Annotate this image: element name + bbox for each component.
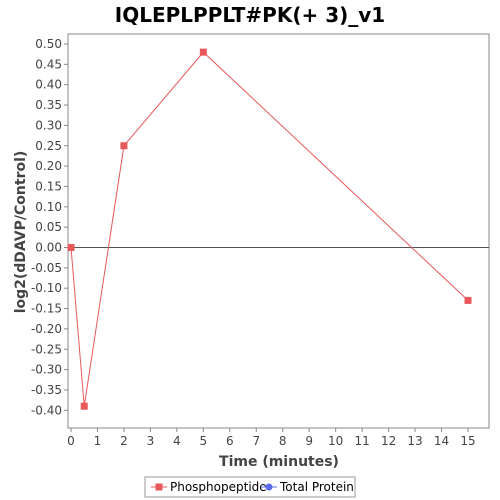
data-point: [199, 48, 207, 56]
x-tick-label: 10: [328, 434, 343, 448]
data-point: [67, 244, 75, 251]
legend-marker-square: [155, 483, 163, 491]
y-tick-label: 0.50: [35, 37, 62, 51]
y-tick-label: -0.20: [31, 322, 62, 336]
legend-marker-circle: [265, 483, 273, 491]
y-tick-label: -0.25: [31, 342, 62, 356]
x-tick-label: 5: [200, 434, 208, 448]
plot-frame: [67, 33, 490, 429]
y-tick-label: 0.10: [35, 200, 62, 214]
legend-label: Total Protein: [279, 480, 354, 494]
y-tick-label: 0.35: [35, 98, 62, 112]
data-point: [80, 402, 88, 410]
y-tick-label: -0.15: [31, 302, 62, 316]
x-tick-label: 2: [120, 434, 128, 448]
x-tick-label: 12: [381, 434, 396, 448]
x-tick-label: 3: [147, 434, 155, 448]
y-tick-label: 0.00: [35, 241, 62, 255]
x-tick-label: 8: [279, 434, 287, 448]
y-tick-label: -0.35: [31, 383, 62, 397]
data-point: [464, 296, 472, 304]
chart-title: IQLEPLPPLT#PK(+ 3)_v1: [115, 3, 385, 27]
x-tick-label: 0: [67, 434, 75, 448]
y-axis-label: log2(dDAVP/Control): [13, 151, 29, 314]
y-tick-label: -0.10: [31, 281, 62, 295]
x-tick-label: 15: [460, 434, 475, 448]
data-point: [120, 142, 128, 150]
y-tick-label: 0.20: [35, 159, 62, 173]
x-tick-label: 1: [94, 434, 102, 448]
y-tick-label: 0.05: [35, 220, 62, 234]
y-tick-label: 0.40: [35, 78, 62, 92]
y-tick-label: -0.05: [31, 261, 62, 275]
x-tick-label: 13: [407, 434, 422, 448]
x-tick-label: 11: [354, 434, 369, 448]
legend-box: [144, 476, 356, 498]
x-tick-label: 14: [434, 434, 449, 448]
x-tick-label: 9: [305, 434, 313, 448]
x-tick-label: 7: [252, 434, 260, 448]
y-tick-label: 0.15: [35, 179, 62, 193]
x-tick-label: 6: [226, 434, 234, 448]
y-tick-label: 0.45: [35, 57, 62, 71]
y-tick-label: 0.25: [35, 139, 62, 153]
x-tick-label: 4: [173, 434, 181, 448]
legend-label: Phosphopeptide: [170, 480, 267, 494]
y-tick-label: 0.30: [35, 118, 62, 132]
legend: Phosphopeptide Total Protein: [144, 476, 356, 498]
y-tick-label: -0.40: [31, 403, 62, 417]
plot-area: -0.40 -0.35 -0.30 -0.25 -0.20 -0.15 -0.10 -0.05…: [31, 33, 490, 448]
x-axis-label: Time (minutes): [219, 454, 339, 470]
y-tick-label: -0.30: [31, 363, 62, 377]
